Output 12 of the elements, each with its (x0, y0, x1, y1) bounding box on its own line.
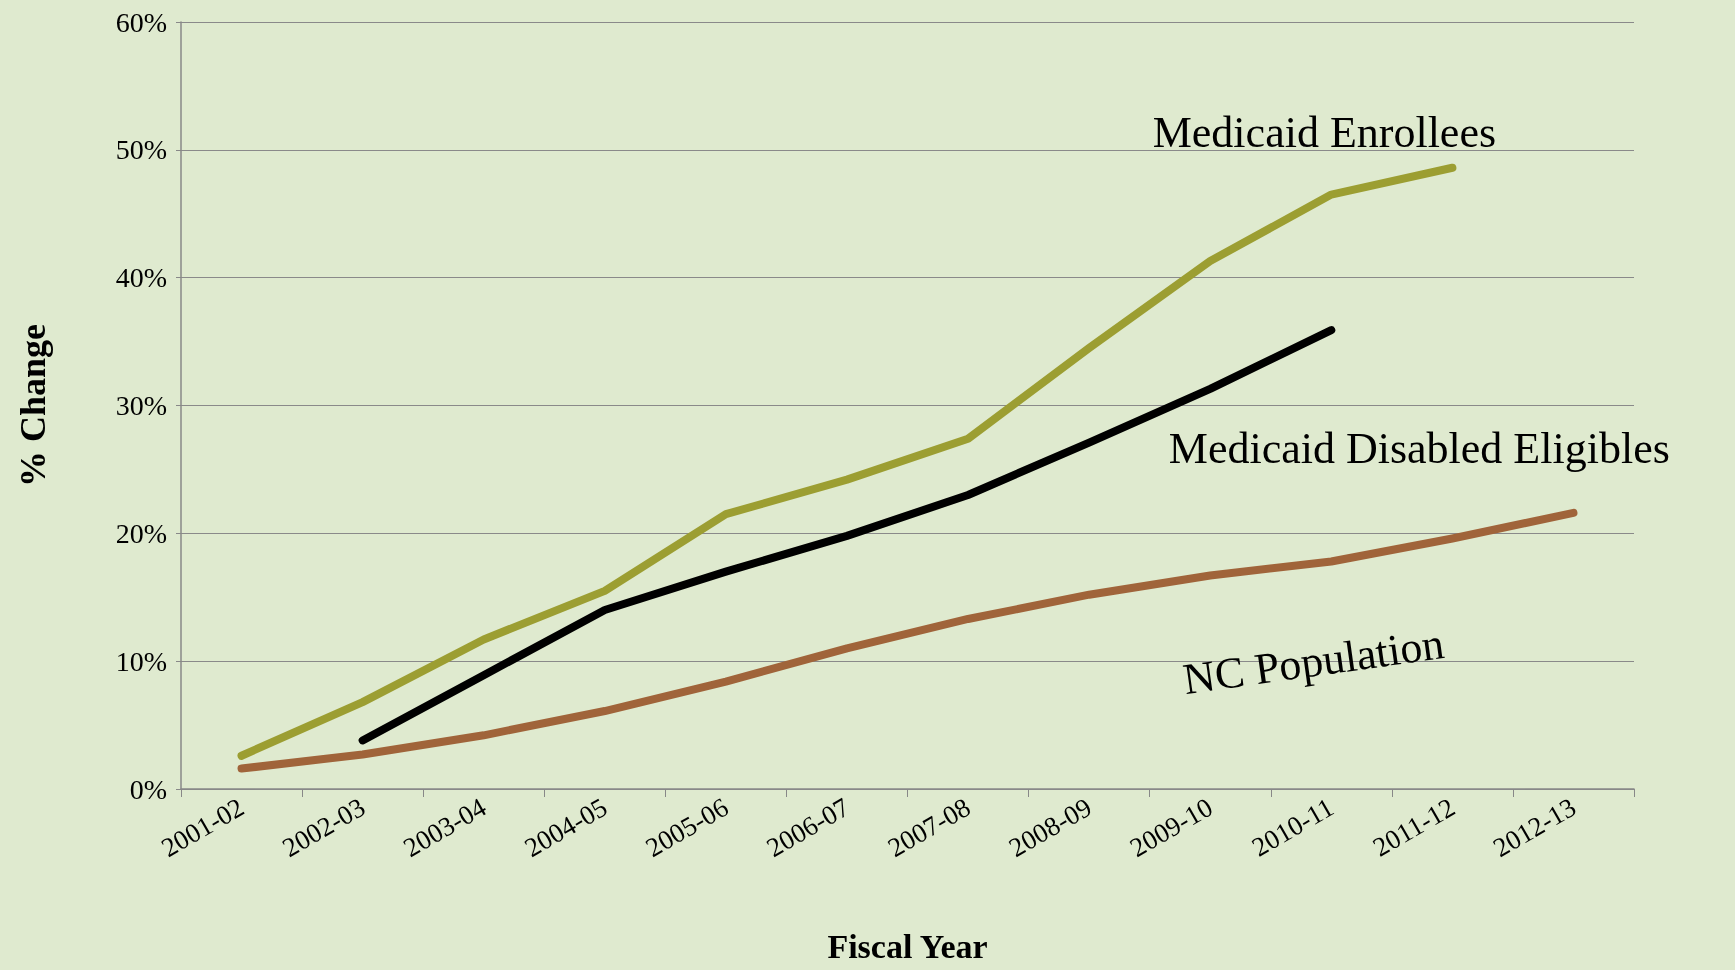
y-axis-title: % Change (13, 323, 53, 488)
y-tick-label: 60% (115, 6, 167, 38)
y-tick-label: 0% (129, 773, 167, 805)
y-tick-label: 20% (115, 517, 167, 549)
y-tick-label: 50% (115, 134, 167, 166)
y-tick-label: 10% (115, 645, 167, 677)
y-tick-label: 40% (115, 262, 167, 294)
x-axis-title: Fiscal Year (827, 927, 988, 965)
series-label: Medicaid Disabled Eligibles (1168, 423, 1670, 473)
series-label: Medicaid Enrollees (1152, 108, 1497, 158)
text: NC Population (1180, 619, 1447, 705)
y-tick-label: 30% (115, 390, 167, 421)
